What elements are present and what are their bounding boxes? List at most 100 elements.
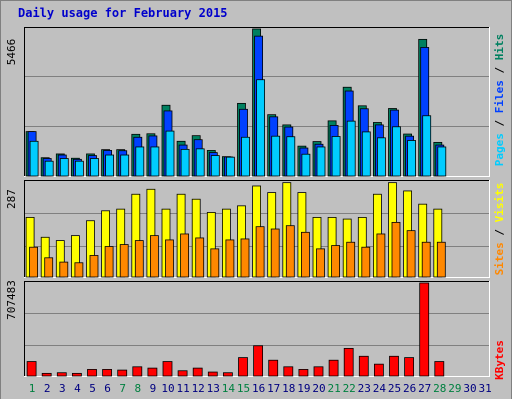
legend-sites: Sites — [493, 242, 506, 275]
legend-kbytes: KBytes — [493, 340, 506, 380]
bar-sites-day-16 — [255, 226, 265, 278]
bar-kbytes-day-27 — [419, 282, 430, 377]
x-label-day-5: 5 — [89, 382, 96, 395]
x-label-day-7: 7 — [119, 382, 126, 395]
legend-hits: Hits — [493, 34, 506, 61]
x-label-day-13: 13 — [207, 382, 220, 395]
bar-kbytes-day-22 — [343, 347, 354, 377]
x-label-day-25: 25 — [388, 382, 401, 395]
bar-kbytes-day-4 — [72, 372, 82, 377]
bar-kbytes-day-8 — [132, 366, 143, 377]
bar-sites-day-11 — [180, 233, 190, 278]
x-label-day-18: 18 — [282, 382, 295, 395]
bar-pages-day-27 — [422, 115, 432, 177]
x-label-day-31: 31 — [478, 382, 491, 395]
bar-pages-day-20 — [316, 146, 326, 177]
legend-panel-2: Sites / Visits — [493, 183, 506, 276]
bar-sites-day-6 — [104, 246, 114, 278]
legend-separator: / — [493, 113, 506, 133]
bar-kbytes-day-2 — [41, 372, 52, 377]
bar-sites-day-22 — [346, 241, 356, 278]
x-label-day-30: 30 — [463, 382, 476, 395]
y-max-label-1: 5466 — [5, 39, 18, 66]
x-label-day-14: 14 — [222, 382, 236, 395]
y-max-label-3: 707483 — [5, 280, 18, 320]
bar-kbytes-day-19 — [298, 369, 309, 377]
x-label-day-22: 22 — [343, 382, 356, 395]
bar-pages-day-18 — [286, 136, 296, 177]
bar-pages-day-1 — [29, 140, 39, 177]
bar-kbytes-day-12 — [192, 367, 203, 377]
bar-sites-day-25 — [391, 221, 401, 278]
bar-pages-day-10 — [165, 130, 175, 177]
bar-sites-day-28 — [436, 241, 446, 278]
bar-sites-day-19 — [300, 231, 310, 278]
bar-kbytes-day-6 — [102, 369, 112, 377]
x-label-day-27: 27 — [418, 382, 431, 395]
x-label-day-23: 23 — [358, 382, 371, 395]
x-label-day-11: 11 — [176, 382, 189, 395]
x-label-day-28: 28 — [433, 382, 446, 395]
x-label-day-16: 16 — [252, 382, 265, 395]
bar-sites-day-24 — [376, 233, 386, 278]
legend-panel-3: KBytes — [493, 340, 506, 380]
x-label-day-3: 3 — [59, 382, 66, 395]
bar-sites-day-18 — [285, 225, 295, 278]
bar-sites-day-9 — [149, 235, 159, 278]
bar-sites-day-3 — [59, 261, 69, 278]
bar-kbytes-day-20 — [313, 366, 324, 377]
bar-pages-day-4 — [75, 160, 84, 177]
bar-pages-day-26 — [407, 140, 417, 177]
bar-kbytes-day-1 — [26, 361, 37, 377]
bar-sites-day-13 — [210, 248, 220, 278]
bar-pages-day-5 — [90, 158, 99, 177]
bar-kbytes-day-13 — [207, 371, 218, 377]
x-label-day-15: 15 — [237, 382, 250, 395]
bar-sites-day-8 — [134, 240, 144, 278]
legend-separator: / — [493, 60, 506, 80]
x-label-day-6: 6 — [104, 382, 111, 395]
bar-kbytes-day-26 — [404, 357, 415, 377]
x-label-day-1: 1 — [29, 382, 36, 395]
bar-sites-day-12 — [195, 237, 205, 278]
legend-separator: / — [493, 222, 506, 242]
bar-pages-day-25 — [392, 126, 401, 177]
bar-pages-day-16 — [256, 79, 266, 177]
legend-visits: Visits — [493, 183, 506, 223]
bar-pages-day-8 — [135, 146, 145, 177]
x-label-day-19: 19 — [297, 382, 310, 395]
bar-sites-day-7 — [119, 244, 129, 278]
x-label-day-21: 21 — [327, 382, 340, 395]
x-label-day-20: 20 — [312, 382, 325, 395]
x-label-day-26: 26 — [403, 382, 416, 395]
bar-kbytes-day-3 — [56, 372, 67, 377]
bar-sites-day-20 — [316, 248, 325, 278]
bar-kbytes-day-25 — [389, 355, 399, 377]
bar-pages-day-6 — [105, 154, 114, 177]
legend-panel-1: Pages / Files / Hits — [493, 34, 506, 167]
x-label-day-12: 12 — [192, 382, 205, 395]
bar-kbytes-day-18 — [283, 366, 294, 377]
x-label-day-10: 10 — [161, 382, 174, 395]
bar-kbytes-day-16 — [253, 345, 264, 377]
bar-kbytes-day-28 — [434, 361, 445, 377]
bar-kbytes-day-21 — [328, 359, 339, 377]
x-label-day-4: 4 — [74, 382, 81, 395]
bar-sites-day-1 — [29, 246, 39, 278]
bar-sites-day-2 — [44, 257, 54, 278]
bar-kbytes-day-24 — [373, 363, 384, 377]
chart-title: Daily usage for February 2015 — [18, 6, 228, 20]
bar-pages-day-22 — [346, 120, 356, 177]
bar-sites-day-21 — [331, 245, 341, 278]
bar-pages-day-28 — [437, 146, 447, 177]
bar-pages-day-24 — [376, 137, 386, 177]
bar-kbytes-day-23 — [358, 355, 369, 377]
bar-kbytes-day-15 — [238, 357, 248, 377]
bar-pages-day-3 — [59, 158, 69, 177]
x-label-day-17: 17 — [267, 382, 280, 395]
y-max-label-2: 287 — [5, 189, 18, 209]
bar-sites-day-14 — [225, 239, 235, 278]
bar-kbytes-day-17 — [268, 359, 279, 377]
